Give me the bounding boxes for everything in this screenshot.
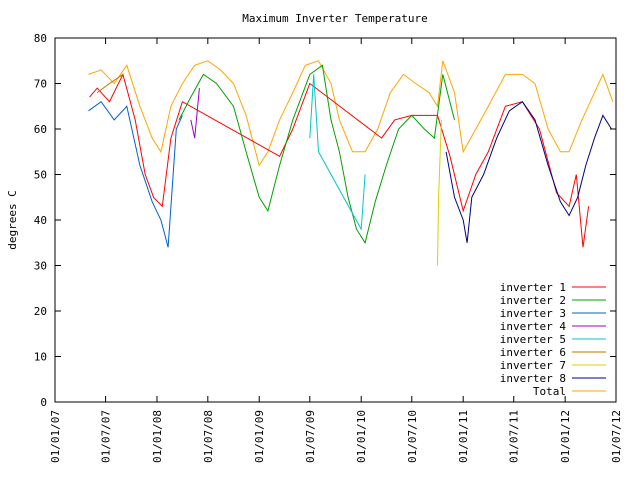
y-tick-label: 80 <box>34 32 47 45</box>
legend-label: inverter 8 <box>500 372 566 385</box>
y-tick-label: 50 <box>34 169 47 182</box>
series-line-8 <box>445 101 612 243</box>
series-line-5 <box>309 74 366 231</box>
x-tick-label: 01/01/10 <box>355 410 368 463</box>
legend-label: inverter 1 <box>500 281 566 294</box>
x-tick-label: 01/07/08 <box>202 410 215 463</box>
y-tick-label: 70 <box>34 78 47 91</box>
x-tick-label: 01/01/09 <box>253 410 266 463</box>
y-tick-label: 30 <box>34 260 47 273</box>
series-line-4 <box>190 88 200 139</box>
legend-label: inverter 3 <box>500 307 566 320</box>
x-tick-label: 01/07/07 <box>100 410 113 463</box>
x-tick-label: 01/01/07 <box>49 410 62 463</box>
legend-label: inverter 6 <box>500 346 566 359</box>
y-axis-ticks: 0 10 20 30 40 50 60 70 80 <box>34 32 616 409</box>
series-line-3 <box>88 101 183 248</box>
x-axis-ticks: 01/01/07 01/07/07 01/01/08 01/07/08 01/01/09… <box>49 38 623 463</box>
legend-label: Total <box>533 385 566 398</box>
x-tick-label: 01/07/10 <box>406 410 419 463</box>
y-tick-label: 40 <box>34 214 47 227</box>
x-tick-label: 01/07/09 <box>304 410 317 463</box>
series-line-7 <box>437 119 442 266</box>
legend-label: inverter 5 <box>500 333 566 346</box>
x-tick-label: 01/07/12 <box>610 410 623 463</box>
y-tick-label: 60 <box>34 123 47 136</box>
series-line-1 <box>89 72 590 248</box>
x-tick-label: 01/07/11 <box>508 410 521 463</box>
y-axis-label: degrees C <box>6 190 19 250</box>
series-line-9 <box>88 60 614 167</box>
y-tick-label: 20 <box>34 305 47 318</box>
x-tick-label: 01/01/11 <box>457 410 470 463</box>
legend-label: inverter 7 <box>500 359 566 372</box>
x-tick-label: 01/01/12 <box>559 410 572 463</box>
y-tick-label: 10 <box>34 351 47 364</box>
legend-label: inverter 2 <box>500 294 566 307</box>
series-line-2 <box>178 64 455 245</box>
series-line-6 <box>96 73 124 94</box>
y-tick-label: 0 <box>40 396 47 409</box>
x-tick-label: 01/01/08 <box>151 410 164 463</box>
series-layer <box>88 60 614 266</box>
chart-title: Maximum Inverter Temperature <box>242 12 427 25</box>
legend-label: inverter 4 <box>500 320 567 333</box>
